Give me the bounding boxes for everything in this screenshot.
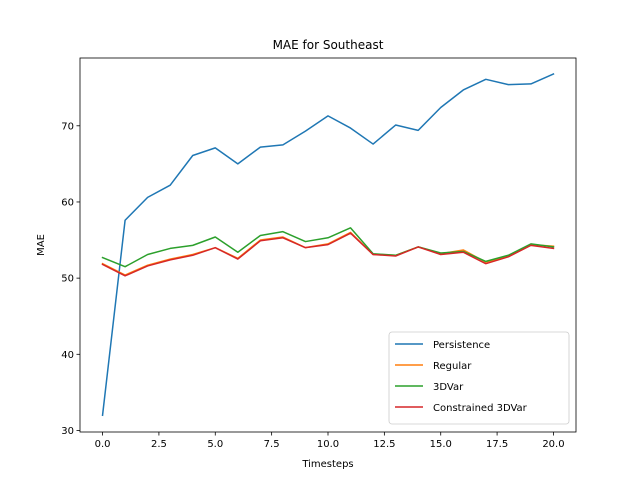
series-line-persistence (101, 73, 555, 417)
legend-box (388, 331, 570, 425)
legend-label: 3DVar (433, 382, 464, 393)
y-tick-label: 40 (61, 350, 74, 361)
series-line-constrained-3dvar (101, 232, 555, 277)
x-tick-label: 12.5 (373, 439, 395, 450)
x-tick-label: 17.5 (486, 439, 508, 450)
y-tick-label: 30 (61, 426, 74, 437)
legend-label: Regular (433, 361, 472, 372)
y-tick-label: 50 (61, 274, 74, 285)
x-tick-label: 0.0 (95, 439, 111, 450)
series-line-3dvar (101, 227, 555, 268)
legend-label: Constrained 3DVar (433, 403, 528, 414)
x-tick-label: 5.0 (207, 439, 223, 450)
y-axis-label: MAE (36, 234, 47, 256)
series-layer (101, 73, 555, 417)
x-tick-label: 15.0 (430, 439, 452, 450)
legend-label: Persistence (433, 340, 490, 351)
x-tick-label: 20.0 (542, 439, 564, 450)
chart-title: MAE for Southeast (273, 38, 384, 52)
y-tick-label: 70 (61, 121, 74, 132)
x-tick-label: 2.5 (151, 439, 167, 450)
x-tick-label: 7.5 (264, 439, 280, 450)
legend: Persistence Regular 3DVar Constrained 3DVar (388, 331, 570, 425)
y-tick-label: 60 (61, 197, 74, 208)
x-axis-label: Timesteps (301, 459, 353, 470)
axes-layer: 0.0 2.5 5.0 7.5 10.0 12.5 15.0 17.5 20.0 30 40 50 60… (61, 57, 577, 450)
x-tick-label: 10.0 (317, 439, 339, 450)
